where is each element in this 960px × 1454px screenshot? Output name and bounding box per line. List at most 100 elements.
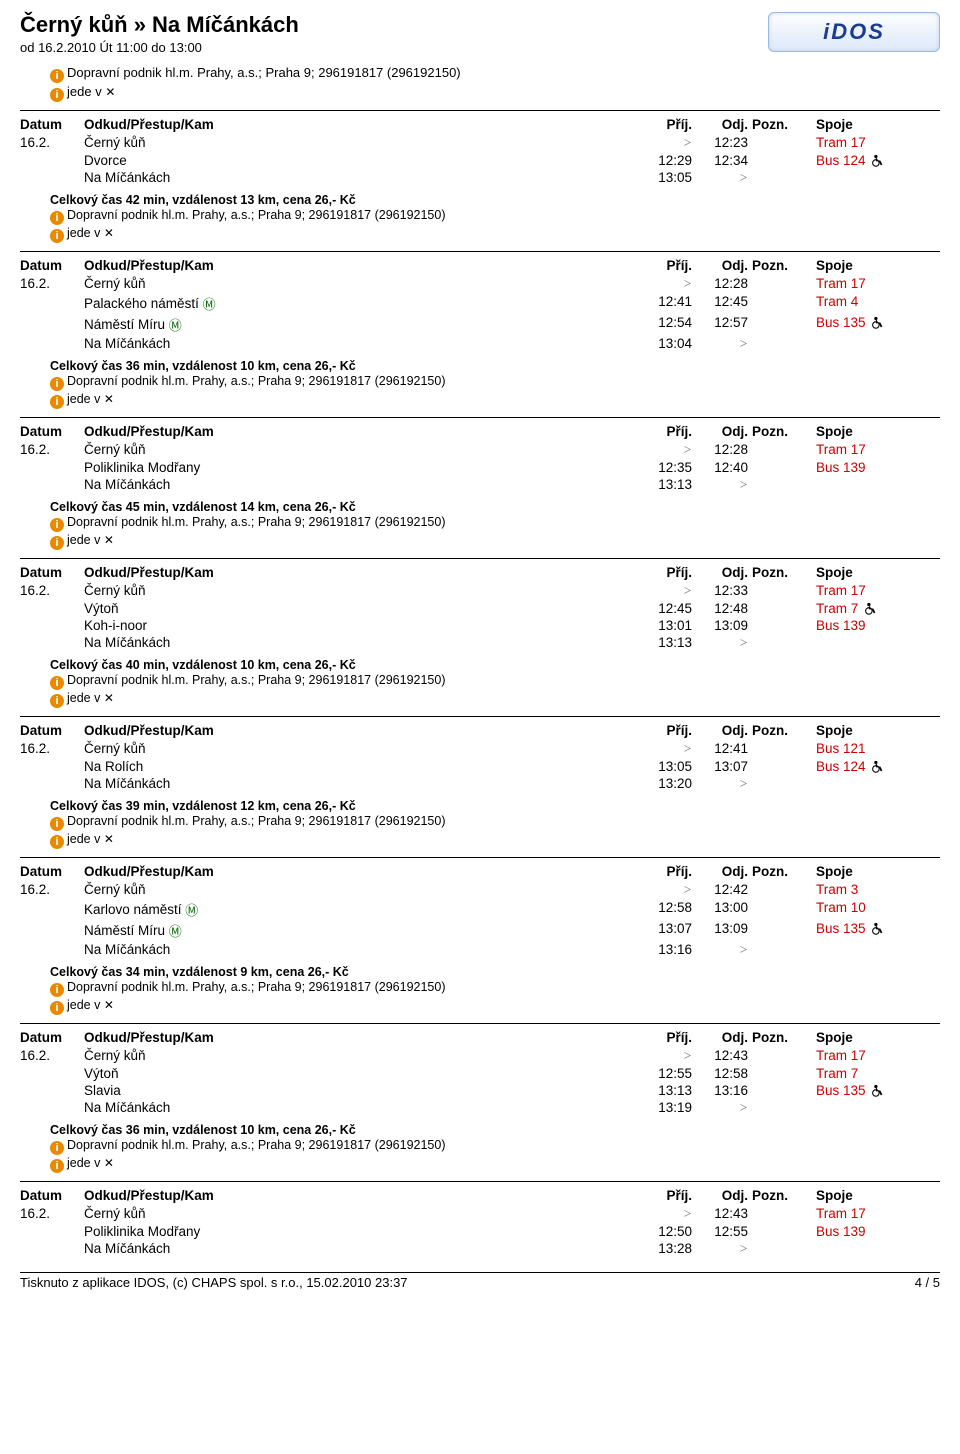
trip-summary: Celkový čas 40 min, vzdálenost 10 km, ce…	[50, 658, 940, 708]
cell-date	[20, 476, 84, 494]
th-pozn: Pozn.	[752, 862, 816, 881]
connection-link[interactable]: Bus 124	[816, 759, 866, 774]
th-datum: Datum	[20, 256, 84, 275]
th-pozn: Pozn.	[752, 1186, 816, 1205]
info-icon: i	[50, 1001, 64, 1015]
th-odkud: Odkud/Přestup/Kam	[84, 862, 640, 881]
runs-line: ijede v ✕	[50, 533, 940, 550]
connection-link[interactable]: Bus 124	[816, 153, 866, 168]
summary-text: Celkový čas 42 min, vzdálenost 13 km, ce…	[50, 193, 940, 207]
info-icon: i	[50, 1141, 64, 1155]
cell-stop: Poliklinika Modřany	[84, 459, 640, 476]
cell-note	[752, 169, 816, 187]
info-icon: i	[50, 983, 64, 997]
trip-divider	[20, 716, 940, 717]
th-prij: Příj.	[640, 422, 696, 441]
connection-link[interactable]: Bus 139	[816, 618, 866, 633]
cell-note	[752, 881, 816, 899]
info-icon: i	[50, 88, 64, 102]
cell-departure: >	[696, 335, 752, 353]
connection-link[interactable]: Tram 17	[816, 135, 866, 150]
cell-note	[752, 1205, 816, 1223]
cell-departure: 12:43	[696, 1047, 752, 1065]
provider-line: iDopravní podnik hl.m. Prahy, a.s.; Prah…	[50, 374, 940, 391]
connection-link[interactable]: Tram 17	[816, 1206, 866, 1221]
cell-stop: Na Rolích	[84, 758, 640, 775]
trip-row: Na Míčánkách13:19>	[20, 1099, 940, 1117]
info-icon: i	[50, 536, 64, 550]
cell-arrival: >	[640, 441, 696, 459]
cell-departure: 12:41	[696, 740, 752, 758]
cell-note	[752, 152, 816, 169]
trip-row: Na Míčánkách13:28>	[20, 1240, 940, 1258]
title: Černý kůň » Na Míčánkách	[20, 12, 768, 38]
trip-row: Karlovo náměstí Ⓜ12:5813:00Tram 10	[20, 899, 940, 920]
cell-connection: Bus 135	[816, 314, 940, 335]
cell-date: 16.2.	[20, 1047, 84, 1065]
cell-arrival: 13:19	[640, 1099, 696, 1117]
cell-stop: Palackého náměstí Ⓜ	[84, 293, 640, 314]
cell-stop: Na Míčánkách	[84, 335, 640, 353]
wheelchair-icon	[864, 602, 877, 615]
trip-row: Na Míčánkách13:05>	[20, 169, 940, 187]
cell-departure: 12:57	[696, 314, 752, 335]
cell-arrival: 12:29	[640, 152, 696, 169]
cell-note	[752, 335, 816, 353]
cell-arrival: 12:41	[640, 293, 696, 314]
cell-connection: Tram 17	[816, 582, 940, 600]
cell-arrival: >	[640, 582, 696, 600]
cell-connection	[816, 1240, 940, 1258]
info-icon: i	[50, 835, 64, 849]
connection-link[interactable]: Bus 135	[816, 315, 866, 330]
cell-arrival: >	[640, 275, 696, 293]
cell-connection	[816, 335, 940, 353]
cell-note	[752, 441, 816, 459]
th-spoje: Spoje	[816, 563, 940, 582]
cell-date	[20, 1099, 84, 1117]
provider-line: iDopravní podnik hl.m. Prahy, a.s.; Prah…	[50, 208, 940, 225]
cell-stop: Slavia	[84, 1082, 640, 1099]
cell-note	[752, 740, 816, 758]
connection-link[interactable]: Bus 135	[816, 921, 866, 936]
connection-link[interactable]: Tram 3	[816, 882, 858, 897]
cell-note	[752, 582, 816, 600]
connection-link[interactable]: Tram 7	[816, 601, 858, 616]
cell-stop: Černý kůň	[84, 582, 640, 600]
metro-icon: Ⓜ	[203, 297, 216, 312]
summary-text: Celkový čas 39 min, vzdálenost 12 km, ce…	[50, 799, 940, 813]
cutlery-icon: ✕	[104, 226, 114, 240]
provider-line: iDopravní podnik hl.m. Prahy, a.s.; Prah…	[50, 673, 940, 690]
connection-link[interactable]: Tram 4	[816, 294, 858, 309]
connection-link[interactable]: Tram 17	[816, 276, 866, 291]
trip-table: DatumOdkud/Přestup/KamPříj.Odj.Pozn.Spoj…	[20, 115, 940, 187]
cell-connection	[816, 775, 940, 793]
th-odj: Odj.	[696, 256, 752, 275]
trip-row: Poliklinika Modřany12:5012:55Bus 139	[20, 1223, 940, 1240]
th-prij: Příj.	[640, 563, 696, 582]
cell-stop: Poliklinika Modřany	[84, 1223, 640, 1240]
connection-link[interactable]: Bus 121	[816, 741, 866, 756]
cell-departure: 12:33	[696, 582, 752, 600]
cell-date	[20, 459, 84, 476]
cell-arrival: 13:07	[640, 920, 696, 941]
connection-link[interactable]: Tram 7	[816, 1066, 858, 1081]
connection-link[interactable]: Bus 139	[816, 1224, 866, 1239]
connection-link[interactable]: Tram 17	[816, 583, 866, 598]
cell-departure: 13:09	[696, 920, 752, 941]
trip-row: 16.2.Černý kůň>12:43Tram 17	[20, 1205, 940, 1223]
connection-link[interactable]: Tram 10	[816, 900, 866, 915]
cell-note	[752, 758, 816, 775]
cell-date	[20, 758, 84, 775]
provider-line: iDopravní podnik hl.m. Prahy, a.s.; Prah…	[50, 814, 940, 831]
connection-link[interactable]: Tram 17	[816, 442, 866, 457]
metro-icon: Ⓜ	[169, 318, 182, 333]
cell-departure: 12:58	[696, 1065, 752, 1082]
connection-link[interactable]: Bus 139	[816, 460, 866, 475]
th-datum: Datum	[20, 115, 84, 134]
connection-link[interactable]: Tram 17	[816, 1048, 866, 1063]
wheelchair-icon	[871, 922, 884, 935]
cutlery-icon: ✕	[104, 392, 114, 406]
connection-link[interactable]: Bus 135	[816, 1083, 866, 1098]
cell-date	[20, 314, 84, 335]
cell-note	[752, 476, 816, 494]
